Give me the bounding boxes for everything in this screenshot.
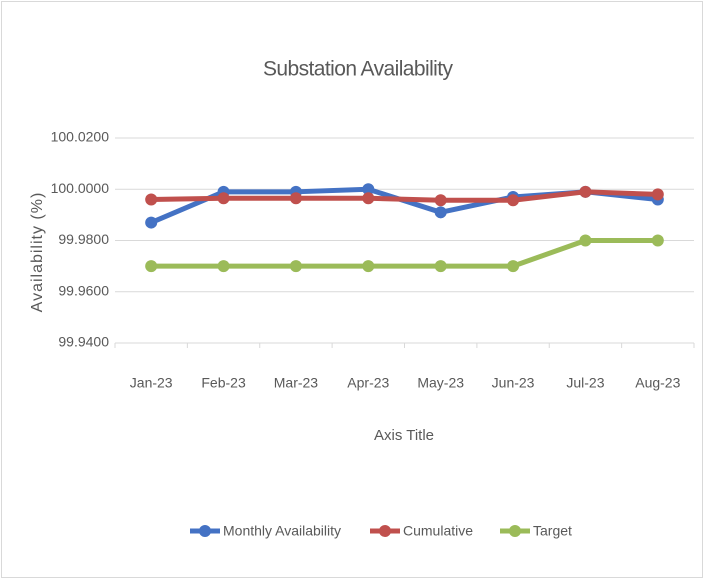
marker xyxy=(651,234,664,247)
marker xyxy=(217,192,230,205)
marker xyxy=(507,260,520,273)
x-tick-label: Jun-23 xyxy=(492,375,535,391)
marker xyxy=(579,234,592,247)
marker xyxy=(217,260,230,273)
x-tick-label: Jul-23 xyxy=(566,375,604,391)
x-axis-title: Axis Title xyxy=(374,427,434,444)
legend-label: Target xyxy=(533,523,572,539)
x-tick-label: Aug-23 xyxy=(635,375,680,391)
marker xyxy=(145,193,158,206)
marker xyxy=(362,192,375,205)
marker xyxy=(434,194,447,207)
legend-label: Cumulative xyxy=(403,523,473,539)
marker xyxy=(651,188,664,201)
series-line xyxy=(151,189,658,203)
marker xyxy=(579,185,592,198)
marker xyxy=(145,216,158,229)
x-tick-label: May-23 xyxy=(417,375,464,391)
y-tick-label: 100.0000 xyxy=(51,180,110,196)
marker xyxy=(289,192,302,205)
series-line xyxy=(151,238,658,269)
legend-marker xyxy=(509,525,521,537)
marker xyxy=(434,206,447,219)
marker xyxy=(434,260,447,273)
y-tick-label: 99.9600 xyxy=(58,282,109,298)
y-tick-label: 99.9800 xyxy=(58,231,109,247)
chart-title: Substation Availability xyxy=(263,58,454,81)
legend-marker xyxy=(199,525,211,537)
legend-marker xyxy=(379,525,391,537)
y-axis-title: Availability (%) xyxy=(29,192,46,313)
x-tick-label: Feb-23 xyxy=(201,375,246,391)
marker xyxy=(289,260,302,273)
marker xyxy=(362,260,375,273)
legend-label: Monthly Availability xyxy=(223,523,341,539)
x-tick-label: Apr-23 xyxy=(347,375,389,391)
marker xyxy=(145,260,158,273)
x-tick-label: Jan-23 xyxy=(130,375,173,391)
x-tick-label: Mar-23 xyxy=(274,375,319,391)
y-tick-label: 100.0200 xyxy=(51,129,110,145)
y-tick-label: 99.9400 xyxy=(58,334,109,350)
marker xyxy=(362,183,375,196)
marker xyxy=(507,194,520,207)
